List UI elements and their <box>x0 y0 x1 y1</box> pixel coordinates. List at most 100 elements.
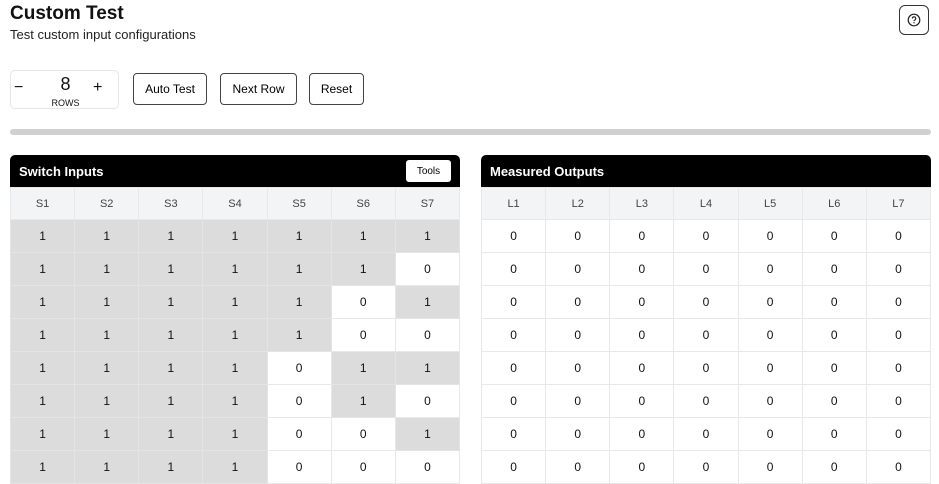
switch-cell[interactable]: 1 <box>10 417 76 451</box>
output-cell: 0 <box>481 285 547 319</box>
measured-outputs-table: L1 L2 L3 L4 L5 L6 L7 0 0 0 0 0 0 0 0 0 0 0 0 0 0 0 0 0 0 0 0 0 0 0 0 0 0… <box>481 187 931 484</box>
output-cell: 0 <box>737 318 803 352</box>
column-header: S2 <box>74 187 140 220</box>
switch-cell[interactable]: 1 <box>138 384 204 418</box>
switch-cell[interactable]: 1 <box>74 384 140 418</box>
switch-cell[interactable]: 1 <box>10 384 76 418</box>
switch-cell[interactable]: 1 <box>74 450 140 484</box>
column-header: S4 <box>202 187 268 220</box>
switch-cell[interactable]: 1 <box>138 318 204 352</box>
switch-cell[interactable]: 0 <box>266 450 332 484</box>
switch-cell[interactable]: 1 <box>394 219 460 253</box>
switch-cell[interactable]: 0 <box>330 450 396 484</box>
switch-cell[interactable]: 1 <box>330 351 396 385</box>
switch-cell[interactable]: 1 <box>138 252 204 286</box>
output-cell: 0 <box>545 285 611 319</box>
output-cell: 0 <box>737 417 803 451</box>
switch-cell[interactable]: 1 <box>266 252 332 286</box>
switch-cell[interactable]: 1 <box>202 351 268 385</box>
switch-inputs-title: Switch Inputs <box>19 163 104 179</box>
switch-cell[interactable]: 1 <box>138 417 204 451</box>
next-row-button[interactable]: Next Row <box>220 73 297 105</box>
switch-cell[interactable]: 1 <box>74 318 140 352</box>
switch-cell[interactable]: 0 <box>394 318 460 352</box>
switch-cell[interactable]: 0 <box>330 417 396 451</box>
output-cell: 0 <box>545 417 611 451</box>
switch-cell[interactable]: 1 <box>138 450 204 484</box>
switch-cell[interactable]: 0 <box>266 417 332 451</box>
output-cell: 0 <box>481 318 547 352</box>
switch-cell[interactable]: 1 <box>74 252 140 286</box>
switch-cell[interactable]: 0 <box>394 252 460 286</box>
output-cell: 0 <box>737 252 803 286</box>
output-cell: 0 <box>673 450 739 484</box>
output-cell: 0 <box>545 252 611 286</box>
auto-test-button[interactable]: Auto Test <box>133 73 207 105</box>
output-cell: 0 <box>673 252 739 286</box>
switch-cell[interactable]: 1 <box>330 384 396 418</box>
page-title: Custom Test <box>10 3 124 24</box>
switch-cell[interactable]: 1 <box>10 450 76 484</box>
switch-cell[interactable]: 1 <box>202 450 268 484</box>
switch-cell[interactable]: 1 <box>266 318 332 352</box>
output-cell: 0 <box>609 450 675 484</box>
switch-cell[interactable]: 1 <box>202 219 268 253</box>
switch-cell[interactable]: 1 <box>202 252 268 286</box>
output-cell: 0 <box>737 450 803 484</box>
output-cell: 0 <box>801 219 867 253</box>
switch-cell[interactable]: 0 <box>330 318 396 352</box>
switch-cell[interactable]: 1 <box>10 285 76 319</box>
switch-cell[interactable]: 0 <box>266 351 332 385</box>
output-cell: 0 <box>865 219 931 253</box>
header-row: S1 S2 S3 S4 S5 S6 S7 <box>10 187 460 220</box>
switch-cell[interactable]: 1 <box>266 285 332 319</box>
switch-cell[interactable]: 1 <box>10 252 76 286</box>
output-cell: 0 <box>801 417 867 451</box>
reset-button[interactable]: Reset <box>309 73 364 105</box>
switch-cell[interactable]: 1 <box>74 285 140 319</box>
switch-cell[interactable]: 0 <box>394 384 460 418</box>
switch-cell[interactable]: 0 <box>266 384 332 418</box>
switch-cell[interactable]: 1 <box>202 285 268 319</box>
tools-button[interactable]: Tools <box>406 160 451 182</box>
output-cell: 0 <box>481 450 547 484</box>
output-cell: 0 <box>481 417 547 451</box>
switch-cell[interactable]: 1 <box>74 219 140 253</box>
switch-cell[interactable]: 1 <box>138 285 204 319</box>
output-cell: 0 <box>801 351 867 385</box>
switch-cell[interactable]: 1 <box>202 318 268 352</box>
switch-cell[interactable]: 1 <box>202 417 268 451</box>
output-cell: 0 <box>673 351 739 385</box>
output-cell: 0 <box>609 417 675 451</box>
increment-rows-button[interactable]: + <box>93 79 103 96</box>
column-header: L4 <box>673 187 739 220</box>
switch-cell[interactable]: 1 <box>394 417 460 451</box>
switch-cell[interactable]: 1 <box>74 351 140 385</box>
switch-cell[interactable]: 1 <box>330 252 396 286</box>
switch-cell[interactable]: 1 <box>202 384 268 418</box>
switch-cell[interactable]: 1 <box>138 219 204 253</box>
switch-cell[interactable]: 1 <box>10 219 76 253</box>
switch-cell[interactable]: 1 <box>138 351 204 385</box>
help-button[interactable] <box>899 5 929 35</box>
output-cell: 0 <box>545 384 611 418</box>
output-cell: 0 <box>673 384 739 418</box>
column-header: S5 <box>266 187 332 220</box>
switch-cell[interactable]: 1 <box>394 351 460 385</box>
decrement-rows-button[interactable]: − <box>14 79 24 96</box>
switch-cell[interactable]: 1 <box>330 219 396 253</box>
switch-cell[interactable]: 0 <box>394 450 460 484</box>
switch-cell[interactable]: 1 <box>266 219 332 253</box>
output-cell: 0 <box>609 252 675 286</box>
circle-question-icon <box>907 13 921 27</box>
switch-cell[interactable]: 1 <box>10 351 76 385</box>
switch-cell[interactable]: 1 <box>74 417 140 451</box>
switch-cell[interactable]: 0 <box>330 285 396 319</box>
switch-cell[interactable]: 1 <box>394 285 460 319</box>
switch-inputs-table: S1 S2 S3 S4 S5 S6 S7 1 1 1 1 1 1 1 1 1 1 1 1 1 0 1 1 1 1 1 0 1 1 1 1 1 1… <box>10 187 460 484</box>
switch-cell[interactable]: 1 <box>10 318 76 352</box>
